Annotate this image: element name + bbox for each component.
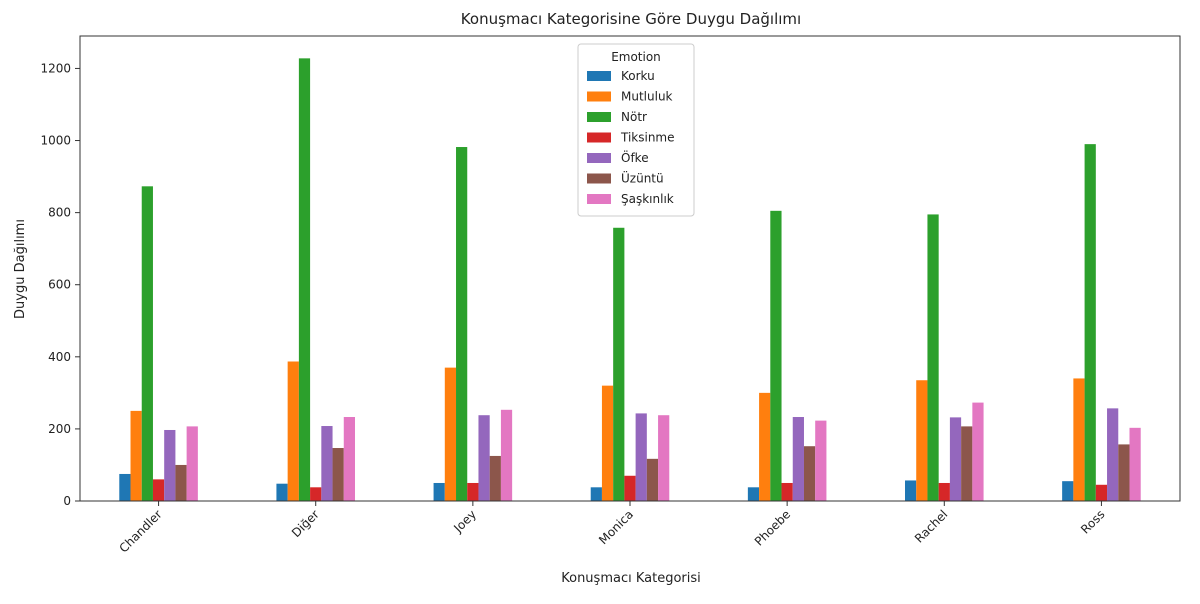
- legend-title: Emotion: [611, 50, 661, 64]
- bar-Üzüntü-Rachel: [961, 426, 973, 501]
- bar-Üzüntü-Ross: [1118, 444, 1130, 501]
- bar-Tiksinme-Diğer: [310, 487, 322, 501]
- y-tick-label: 600: [48, 278, 71, 292]
- bar-Nötr-Monica: [613, 227, 625, 501]
- bar-Şaşkınlık-Ross: [1129, 427, 1141, 501]
- bar-Mutluluk-Ross: [1073, 378, 1085, 501]
- bar-Öfke-Rachel: [949, 417, 962, 501]
- bar-Mutluluk-Joey: [444, 367, 457, 501]
- bar-Şaşkınlık-Rachel: [972, 402, 984, 501]
- bar-Üzüntü-Monica: [646, 458, 659, 501]
- bar-Nötr-Joey: [456, 147, 468, 501]
- bar-Öfke-Diğer: [321, 426, 333, 501]
- legend-label: Mutluluk: [621, 90, 673, 104]
- bar-Üzüntü-Chandler: [175, 464, 187, 501]
- legend-swatch: [587, 71, 611, 81]
- x-tick-label: Rachel: [912, 507, 950, 545]
- y-axis-title: Duygu Dağılımı: [13, 219, 28, 319]
- legend: Emotion Korku Mutluluk Nötr Tiksinme Öfke Üzü…: [577, 43, 695, 217]
- legend-label: Şaşkınlık: [621, 192, 674, 206]
- bar-Mutluluk-Diğer: [287, 361, 299, 501]
- legend-label: Nötr: [621, 110, 647, 124]
- legend-label: Korku: [621, 69, 655, 83]
- bar-Mutluluk-Chandler: [130, 410, 142, 501]
- bar-Tiksinme-Ross: [1095, 484, 1108, 501]
- bar-Tiksinme-Monica: [624, 475, 636, 501]
- bar-Mutluluk-Phoebe: [759, 392, 771, 501]
- bar-Öfke-Monica: [635, 413, 647, 501]
- bar-Nötr-Diğer: [298, 58, 311, 501]
- x-tick-label: Phoebe: [752, 507, 793, 548]
- y-tick-label: 200: [48, 422, 71, 436]
- y-tick-label: 800: [48, 206, 71, 220]
- x-tick-label: Diğer: [289, 507, 322, 540]
- chart-title: Konuşmacı Kategorisine Göre Duygu Dağılı…: [461, 10, 801, 28]
- bar-Öfke-Joey: [478, 415, 490, 501]
- bar-Nötr-Ross: [1084, 144, 1096, 502]
- bar-Korku-Monica: [590, 487, 602, 501]
- legend-swatch: [587, 112, 611, 122]
- legend-swatch: [587, 132, 611, 143]
- bar-Tiksinme-Rachel: [938, 482, 950, 501]
- bar-Şaşkınlık-Phoebe: [815, 420, 827, 501]
- bar-Üzüntü-Diğer: [332, 448, 344, 501]
- bar-Nötr-Rachel: [927, 214, 939, 501]
- bar-Şaşkınlık-Chandler: [186, 426, 198, 501]
- x-tick-label: Chandler: [116, 507, 164, 555]
- bar-Mutluluk-Rachel: [916, 380, 928, 501]
- x-axis-title: Konuşmacı Kategorisi: [561, 571, 701, 586]
- bar-Üzüntü-Phoebe: [803, 446, 816, 501]
- y-tick-label: 1000: [40, 134, 71, 148]
- y-tick-label: 1200: [40, 61, 71, 75]
- x-tick-label: Ross: [1078, 507, 1107, 536]
- legend-swatch: [587, 91, 611, 102]
- legend-items: Korku Mutluluk Nötr Tiksinme Öfke Üzüntü Şaşkı…: [587, 69, 675, 206]
- legend-swatch: [587, 173, 611, 184]
- legend-label: Öfke: [621, 149, 649, 165]
- legend-box: [577, 43, 695, 217]
- y-tick-label: 400: [48, 350, 71, 364]
- bar-Korku-Rachel: [905, 480, 917, 501]
- bar-Korku-Phoebe: [747, 487, 760, 501]
- bar-Öfke-Chandler: [164, 429, 176, 501]
- y-axis: 0 200 400 600 800 1000 1200: [40, 61, 80, 508]
- bar-Öfke-Phoebe: [792, 417, 804, 501]
- bar-Şaşkınlık-Monica: [658, 415, 670, 501]
- bar-Şaşkınlık-Diğer: [343, 417, 355, 501]
- legend-label: Üzüntü: [621, 170, 664, 186]
- bar-Nötr-Chandler: [141, 186, 153, 501]
- bar-Tiksinme-Phoebe: [781, 482, 793, 501]
- bar-Korku-Diğer: [276, 483, 288, 501]
- bar-Şaşkınlık-Joey: [500, 409, 513, 501]
- plot-area: [119, 58, 1141, 502]
- x-tick-label: Monica: [596, 507, 636, 547]
- legend-swatch: [587, 153, 611, 163]
- x-axis: Chandler Diğer Joey Monica Phoebe Rachel Ross: [116, 501, 1108, 555]
- y-tick-label: 0: [63, 494, 71, 508]
- bar-Tiksinme-Joey: [467, 482, 479, 501]
- legend-label: Tiksinme: [620, 131, 675, 145]
- bar-Korku-Joey: [433, 482, 445, 501]
- bar-Korku-Ross: [1062, 481, 1074, 501]
- bar-Öfke-Ross: [1107, 408, 1119, 501]
- bar-Nötr-Phoebe: [770, 210, 782, 502]
- x-tick-label: Joey: [450, 507, 479, 536]
- bar-Mutluluk-Monica: [601, 385, 614, 501]
- bar-Üzüntü-Joey: [489, 455, 501, 501]
- bar-Tiksinme-Chandler: [152, 479, 165, 501]
- legend-swatch: [587, 194, 611, 204]
- bar-Korku-Chandler: [119, 473, 131, 501]
